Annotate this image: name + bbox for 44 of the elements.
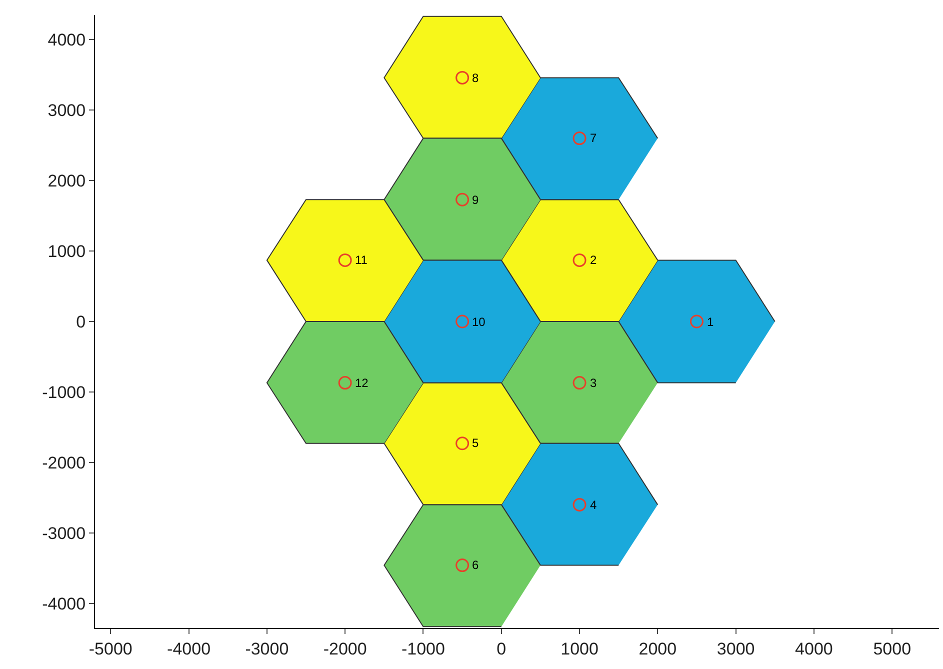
x-tick-label: 1000	[560, 639, 598, 658]
y-tick-label: 2000	[48, 172, 86, 191]
y-tick-label: -4000	[42, 594, 86, 614]
annotation: 9	[472, 193, 479, 207]
point	[456, 558, 470, 572]
y-tick-label: -2000	[42, 453, 86, 472]
point	[338, 376, 352, 390]
annotation: 7	[590, 131, 597, 145]
x-tick-label: 3000	[716, 639, 755, 658]
annotation: 10	[472, 315, 486, 329]
y-tick-label: -3000	[42, 524, 86, 543]
annotation: 3	[590, 376, 597, 390]
point	[456, 314, 470, 328]
x-tick-label: -5000	[88, 639, 132, 658]
y-tick-label: 4000	[48, 30, 86, 50]
annotation: 4	[590, 498, 597, 512]
annotation: 8	[472, 71, 479, 85]
y-tick-label: 0	[76, 312, 86, 332]
x-tick-label: -4000	[167, 639, 211, 658]
y-tick-label: 1000	[48, 242, 86, 261]
x-tick-label: -1000	[401, 639, 445, 658]
point	[456, 436, 470, 450]
point	[690, 314, 704, 328]
x-tick-label: 2000	[638, 639, 677, 658]
x-tick-label: -3000	[245, 639, 289, 658]
x-tick-label: -2000	[323, 639, 367, 658]
annotation: 1	[707, 315, 714, 329]
point	[572, 498, 586, 512]
annotation: 6	[472, 558, 479, 572]
point	[572, 253, 586, 267]
x-tick-label: 4000	[795, 639, 833, 658]
point	[456, 70, 470, 84]
x-tick-label: 0	[496, 639, 506, 658]
annotation: 11	[355, 253, 368, 267]
point	[572, 376, 586, 390]
annotation: 2	[590, 253, 597, 267]
point	[572, 132, 586, 146]
annotation: 5	[472, 436, 479, 450]
annotation: 12	[355, 376, 369, 390]
y-tick-label: 3000	[48, 101, 86, 120]
point	[456, 192, 470, 206]
point	[338, 253, 352, 267]
y-tick-label: -1000	[42, 382, 86, 402]
x-tick-label: 5000	[873, 639, 912, 658]
